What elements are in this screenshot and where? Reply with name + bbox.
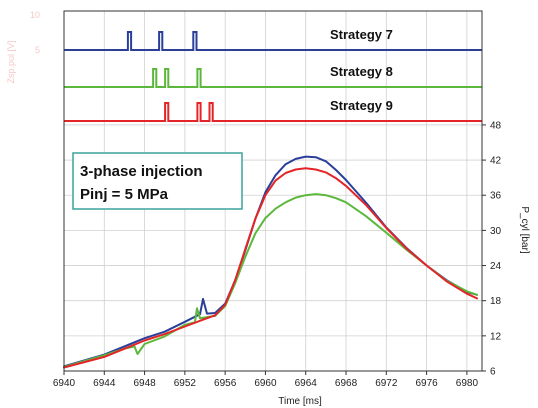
annotation-line-2: Pinj = 5 MPa xyxy=(80,186,169,203)
x-tick-label-9: 6976 xyxy=(415,378,438,389)
injection-traces xyxy=(64,31,482,122)
pressure-line-strategy-8 xyxy=(63,193,478,368)
y-tick-label-0: 6 xyxy=(490,367,496,378)
y-axis-title: P_cyl [bar] xyxy=(519,206,530,253)
ghost-axis: 10 5 Zsp.pul [V] xyxy=(6,10,40,84)
y-tick-label-6: 42 xyxy=(490,156,502,167)
ghost-tick-10: 10 xyxy=(30,10,40,20)
strategy-labels: Strategy 7 Strategy 8 Strategy 9 xyxy=(330,27,393,113)
strategy-label-8: Strategy 8 xyxy=(330,64,393,79)
x-tick-label-7: 6968 xyxy=(335,378,358,389)
ghost-axis-label: Zsp.pul [V] xyxy=(6,40,16,83)
strategy-label-9: Strategy 9 xyxy=(330,98,393,113)
y-axis: 6 12 18 24 30 36 42 48 xyxy=(482,120,502,378)
x-tick-label-4: 6956 xyxy=(214,378,237,389)
y-tick-label-5: 36 xyxy=(490,191,502,202)
injection-trace-strategy-9 xyxy=(64,102,482,122)
x-axis-title: Time [ms] xyxy=(278,396,322,407)
x-tick-label-1: 6944 xyxy=(93,378,116,389)
y-tick-label-1: 12 xyxy=(490,331,502,342)
x-tick-label-10: 6980 xyxy=(456,378,479,389)
y-tick-label-3: 24 xyxy=(490,261,502,272)
ghost-tick-5: 5 xyxy=(35,45,40,55)
annotation-line-1: 3-phase injection xyxy=(80,163,203,180)
x-tick-label-5: 6960 xyxy=(254,378,277,389)
x-tick-label-2: 6948 xyxy=(133,378,156,389)
plot-frame xyxy=(63,10,483,372)
pressure-line-strategy-9 xyxy=(63,167,478,369)
injection-trace-strategy-8 xyxy=(64,68,482,88)
x-axis: 6940 6944 6948 6952 6956 6960 6964 6968 6972 6976… xyxy=(53,371,479,389)
y-tick-label-2: 18 xyxy=(490,296,502,307)
y-tick-label-4: 30 xyxy=(490,226,502,237)
annotation-box: 3-phase injection Pinj = 5 MPa xyxy=(72,152,243,210)
y-tick-label-7: 48 xyxy=(490,120,502,131)
x-tick-label-8: 6972 xyxy=(375,378,398,389)
strategy-label-7: Strategy 7 xyxy=(330,27,393,42)
x-tick-label-0: 6940 xyxy=(53,378,76,389)
injection-trace-strategy-7 xyxy=(64,31,482,51)
x-tick-label-3: 6952 xyxy=(174,378,197,389)
pressure-lines xyxy=(63,155,478,369)
x-tick-label-6: 6964 xyxy=(295,378,318,389)
